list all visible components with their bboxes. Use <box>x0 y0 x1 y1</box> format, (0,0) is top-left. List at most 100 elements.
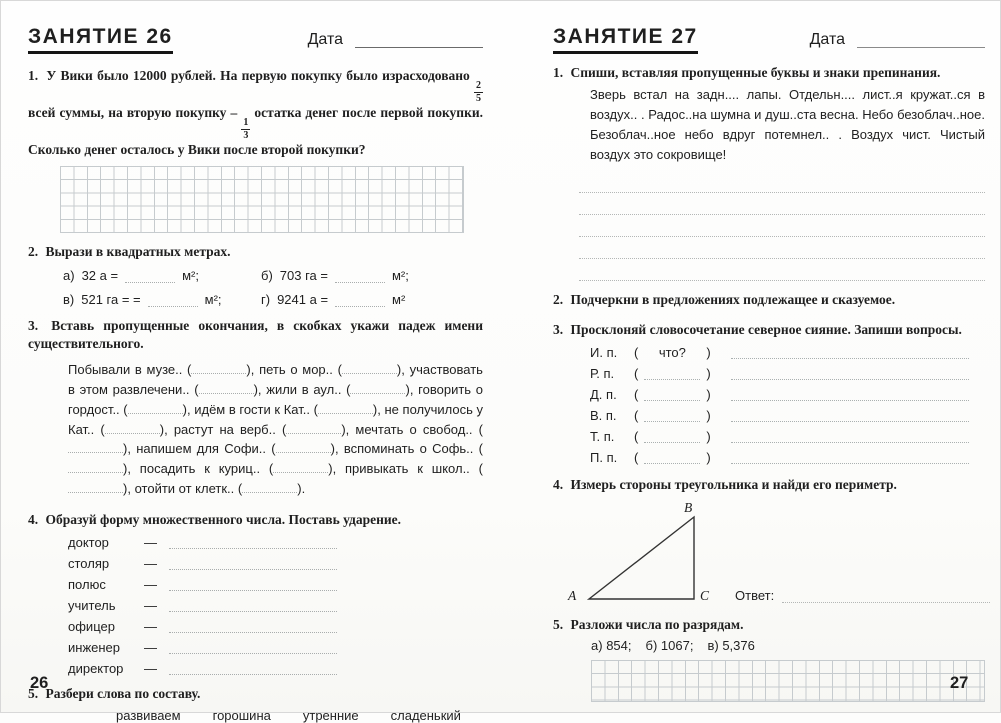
phrase-with-blank: петь о мор.. (), <box>259 361 405 378</box>
task1-title: Спиши, вставляя пропущенные буквы и знак… <box>570 65 941 80</box>
task2-header: 2. Подчеркни в предложениях подлежащее и… <box>553 291 985 309</box>
case-blank <box>242 480 298 493</box>
open-paren: ( <box>634 450 639 466</box>
task5-number-items: а) 854; б) 1067; в) 5,376 <box>553 638 985 653</box>
calculation-grid <box>60 165 464 233</box>
case-blank <box>104 421 160 434</box>
case-blank <box>273 460 329 474</box>
lesson-title: ЗАНЯТИЕ 26 <box>28 26 173 54</box>
task3-title-suffix: Запиши вопросы. <box>854 321 962 337</box>
task-number: 5. <box>28 686 39 702</box>
word: инженер <box>68 640 121 656</box>
phrase-with-blank: посадить к куриц.. (), <box>139 460 337 477</box>
close-paren: ) <box>706 450 711 466</box>
item-expression: 9241 а = <box>277 292 329 308</box>
item-value: 854; <box>606 638 632 654</box>
answer-blank-line <box>169 537 337 550</box>
dash-separator: — <box>144 640 157 656</box>
word: учитель <box>68 598 116 614</box>
word: директор <box>68 661 124 677</box>
date-label: Дата <box>307 31 343 48</box>
phrase-with-blank: не получилось у Кат.. (), <box>68 401 483 437</box>
phrase-text: идём в гости к Кат.. <box>194 401 310 417</box>
page-header: ЗАНЯТИЕ 27 Дата <box>553 26 985 56</box>
item-expression: 521 га = = <box>81 292 141 308</box>
word-row: столяр — <box>28 556 483 572</box>
item-label: а) <box>63 268 75 284</box>
case-label: Д. п. <box>590 387 617 403</box>
writing-lines <box>579 171 985 282</box>
conversion-item: б) 703 га = м²; <box>261 268 483 284</box>
dash-separator: — <box>144 556 157 572</box>
writing-line <box>579 259 985 282</box>
task1-copy-text: Зверь встал на задн.... лапы. Отдельн...… <box>590 86 985 162</box>
word: полюс <box>68 577 106 593</box>
phrase-separator: , <box>377 401 381 417</box>
calculation-grid <box>591 660 985 703</box>
task-number: 4. <box>28 511 39 527</box>
phrase-separator: , <box>164 421 168 437</box>
word: утренние <box>302 707 359 723</box>
case-blank <box>286 421 342 434</box>
answer-label: Ответ: <box>735 587 775 603</box>
item-label: в) <box>707 638 719 654</box>
task-number: 2. <box>553 292 564 308</box>
case-blank <box>68 460 123 474</box>
case-label: П. п. <box>590 450 618 466</box>
word-row: директор — <box>28 661 483 677</box>
task2-header: 2. Вырази в квадратных метрах. <box>28 243 483 261</box>
conversion-item: в) 521 га = = м²; <box>63 292 261 308</box>
case-blank <box>317 401 373 414</box>
phrase-separator: , <box>250 362 255 378</box>
item-value: 5,376 <box>722 638 755 654</box>
phrase-text: мечтать о свобод.. <box>355 421 473 437</box>
word: сладенький <box>390 707 461 723</box>
item-expression: 703 га = <box>279 268 328 284</box>
case-blank <box>68 440 123 454</box>
declension-row: Д. п. ( ) <box>590 387 985 403</box>
answer-blank-line <box>169 642 337 655</box>
declension-row: Р. п. ( ) <box>590 366 985 382</box>
task1-text-part3: остатка денег после первой покупки. Скол… <box>28 105 483 157</box>
close-paren: ) <box>706 366 711 382</box>
phrase-separator: , <box>345 421 350 437</box>
answer-blank-line <box>782 591 991 603</box>
page-header: ЗАНЯТИЕ 26 Дата <box>28 26 483 56</box>
phrase-separator: . <box>301 480 306 496</box>
open-paren: ( <box>634 345 639 361</box>
case-label: И. п. <box>590 345 618 361</box>
phrase-text: посадить к куриц.. <box>139 461 261 477</box>
phrase-separator: , <box>127 441 131 457</box>
item-label: б) <box>261 268 273 284</box>
case-question-hint <box>644 368 701 381</box>
number-item: а) 854; <box>591 638 632 653</box>
close-paren: ) <box>706 429 711 445</box>
conversion-item: г) 9241 а = м² <box>261 292 483 308</box>
close-paren: ) <box>706 408 711 424</box>
number-item: в) 5,376 <box>707 638 754 653</box>
phrase-text: напишем для Софи.. <box>136 441 267 457</box>
task-number: 3. <box>28 318 39 334</box>
phrase-with-blank: участвовать в этом развлечени.. (), <box>68 362 483 398</box>
writing-line <box>579 171 985 194</box>
answer-blank-line <box>730 368 969 381</box>
phrase-separator: , <box>409 382 414 398</box>
answer-blank <box>147 294 198 308</box>
task1-text-part2: всей суммы, на вторую покупку – <box>28 105 238 120</box>
task4-header: 4. Образуй форму множественного числа. П… <box>28 511 483 529</box>
word: доктор <box>68 535 109 551</box>
task3-header: 3. Вставь пропущенные окончания, в скобк… <box>28 317 483 352</box>
task5-header: 5. Разбери слова по составу. <box>28 685 483 703</box>
phrase-separator: , <box>127 480 131 496</box>
phrase-with-blank: привыкать к школ.. (), <box>68 461 483 496</box>
task4-title: Образуй форму множественного числа. Пост… <box>45 511 402 527</box>
case-blank <box>341 361 397 375</box>
phrase-text: Побывали в музе.. <box>68 362 183 378</box>
date-field: Дата <box>810 26 985 48</box>
task-number: 4. <box>553 477 564 493</box>
phrase-with-blank: идём в гости к Кат.. (), <box>194 401 381 417</box>
phrase-text: привыкать к школ.. <box>345 461 470 477</box>
answer-blank-line <box>730 452 969 465</box>
task-number: 1. <box>28 68 39 83</box>
case-question-hint <box>644 452 701 465</box>
